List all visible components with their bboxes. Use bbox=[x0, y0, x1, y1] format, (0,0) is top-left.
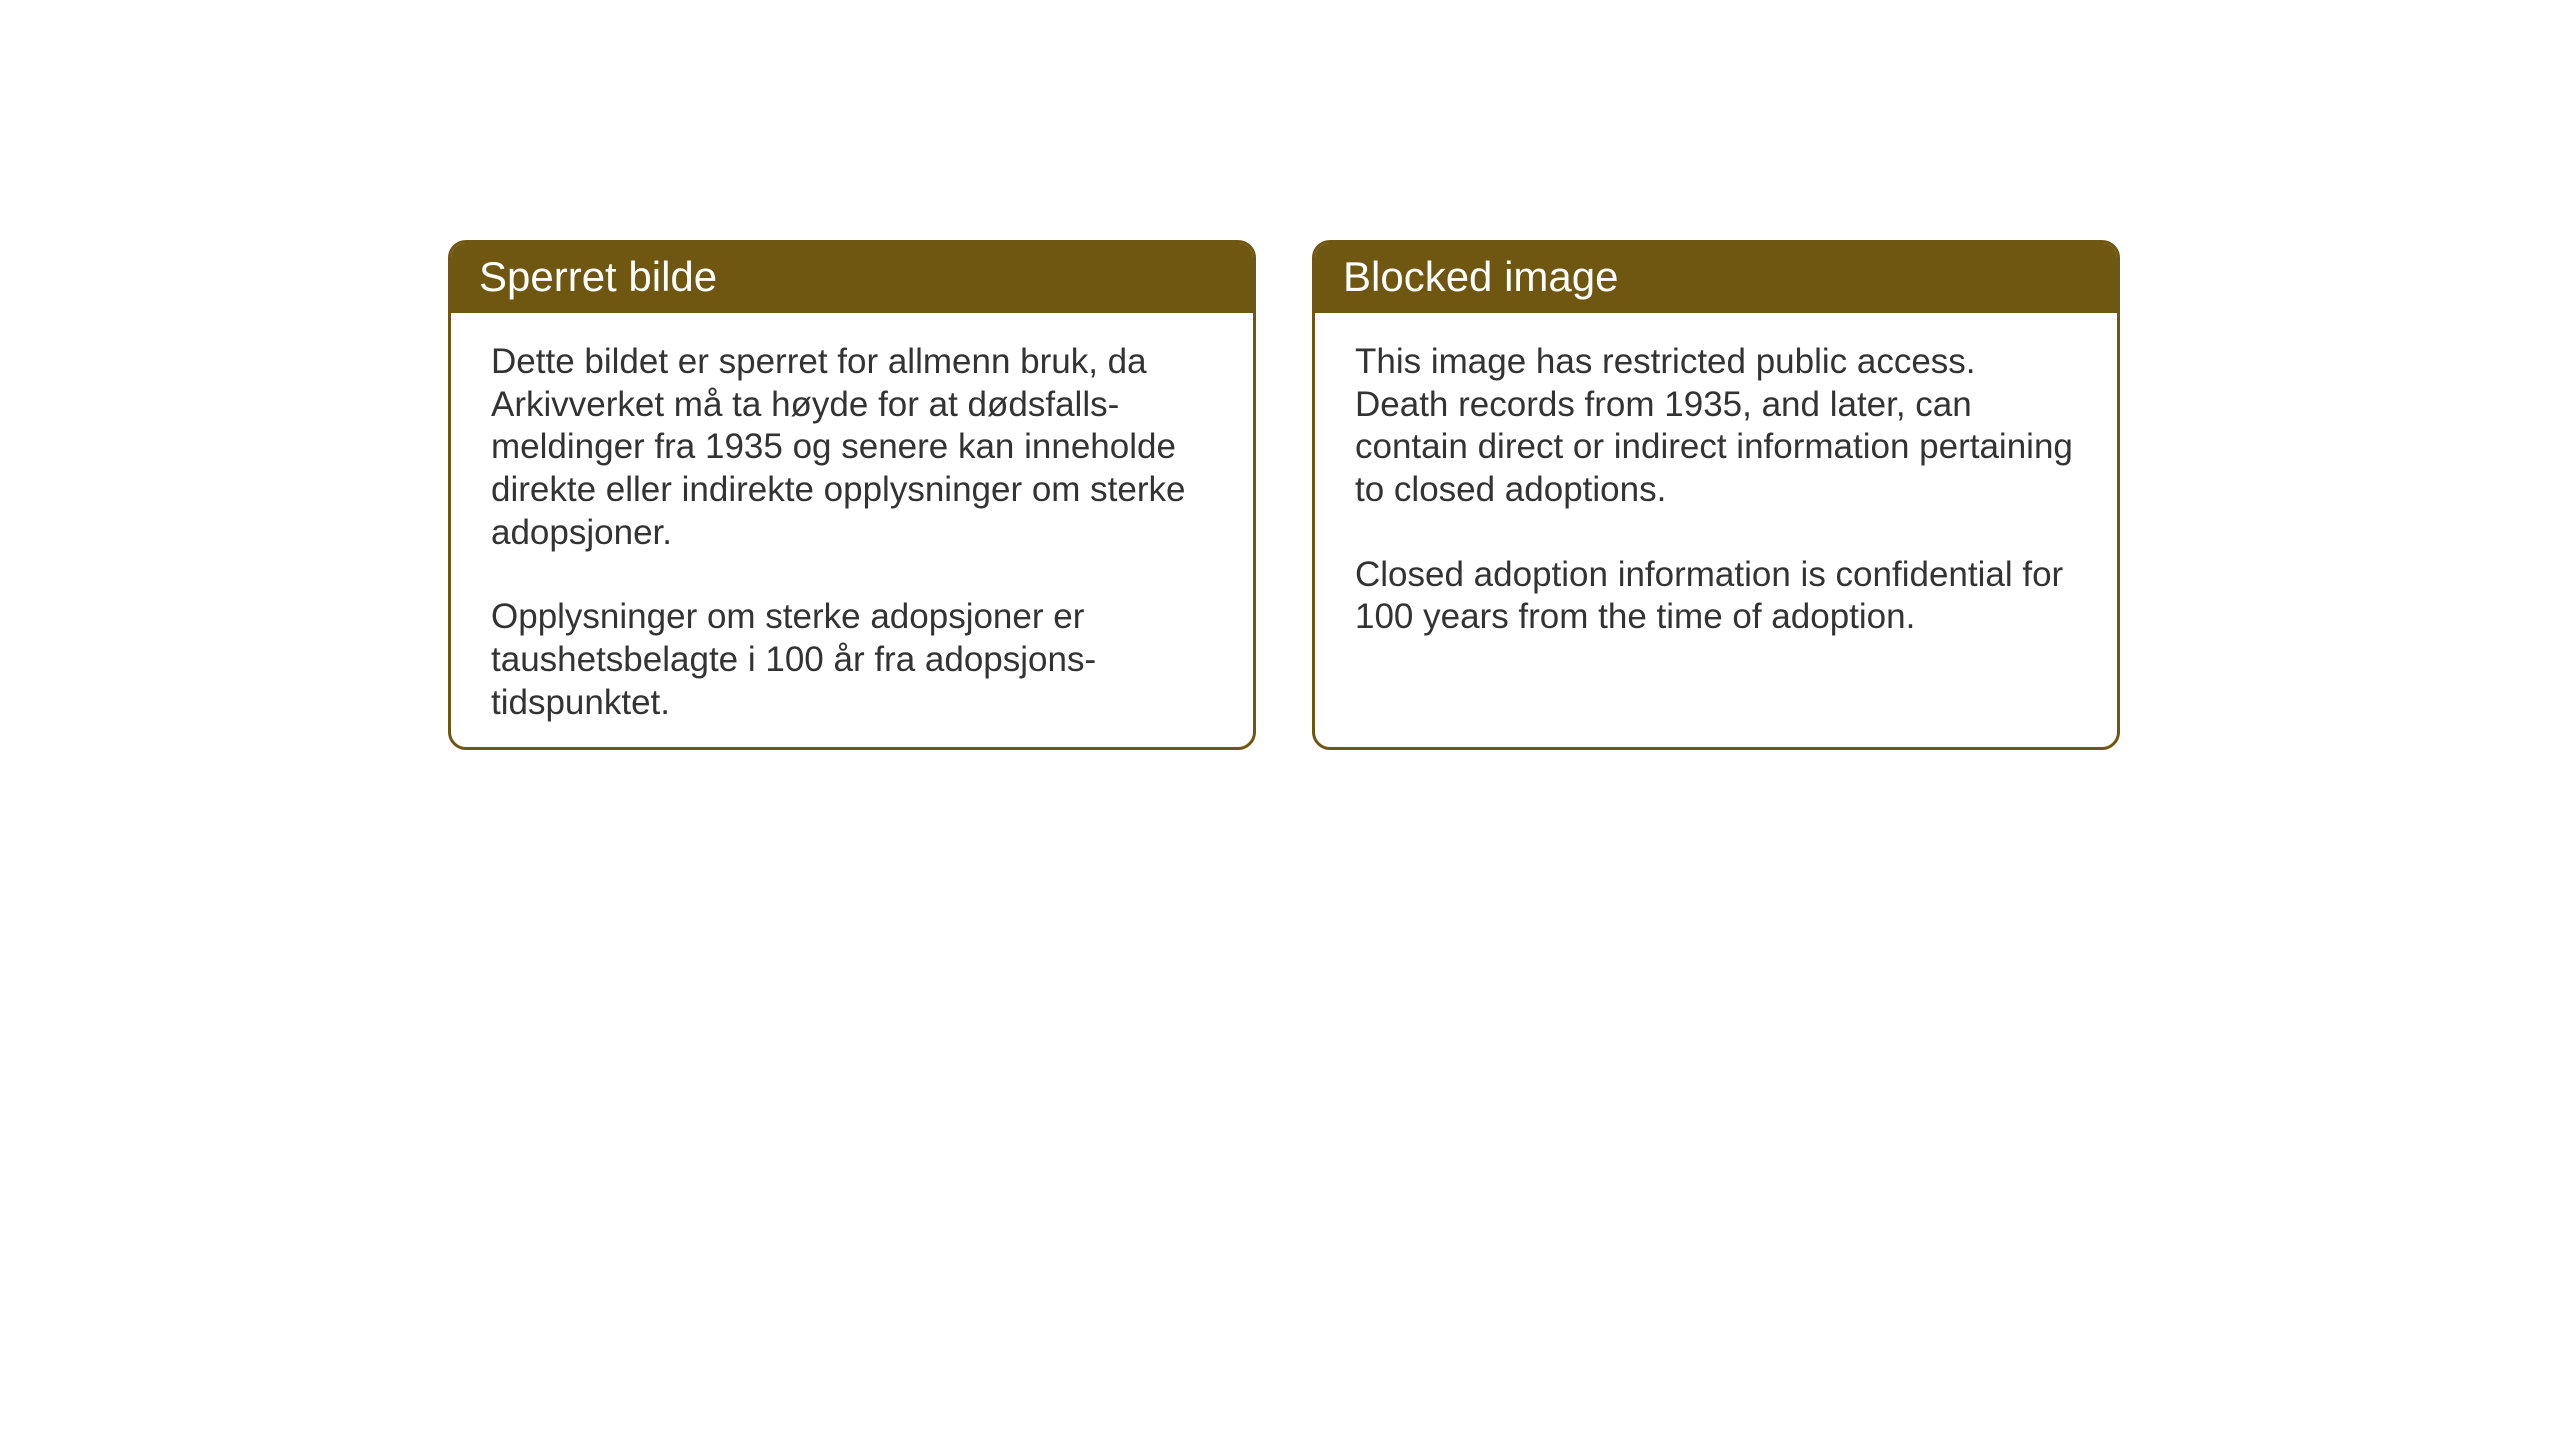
norwegian-card: Sperret bilde Dette bildet er sperret fo… bbox=[448, 240, 1256, 750]
english-card-body: This image has restricted public access.… bbox=[1315, 313, 2117, 667]
norwegian-paragraph-2: Opplysninger om sterke adopsjoner er tau… bbox=[491, 596, 1213, 724]
norwegian-card-body: Dette bildet er sperret for allmenn bruk… bbox=[451, 313, 1253, 750]
english-card-title: Blocked image bbox=[1315, 243, 2117, 313]
norwegian-card-title: Sperret bilde bbox=[451, 243, 1253, 313]
norwegian-paragraph-1: Dette bildet er sperret for allmenn bruk… bbox=[491, 341, 1213, 554]
english-paragraph-1: This image has restricted public access.… bbox=[1355, 341, 2077, 512]
english-card: Blocked image This image has restricted … bbox=[1312, 240, 2120, 750]
cards-container: Sperret bilde Dette bildet er sperret fo… bbox=[448, 240, 2120, 750]
english-paragraph-2: Closed adoption information is confident… bbox=[1355, 554, 2077, 639]
